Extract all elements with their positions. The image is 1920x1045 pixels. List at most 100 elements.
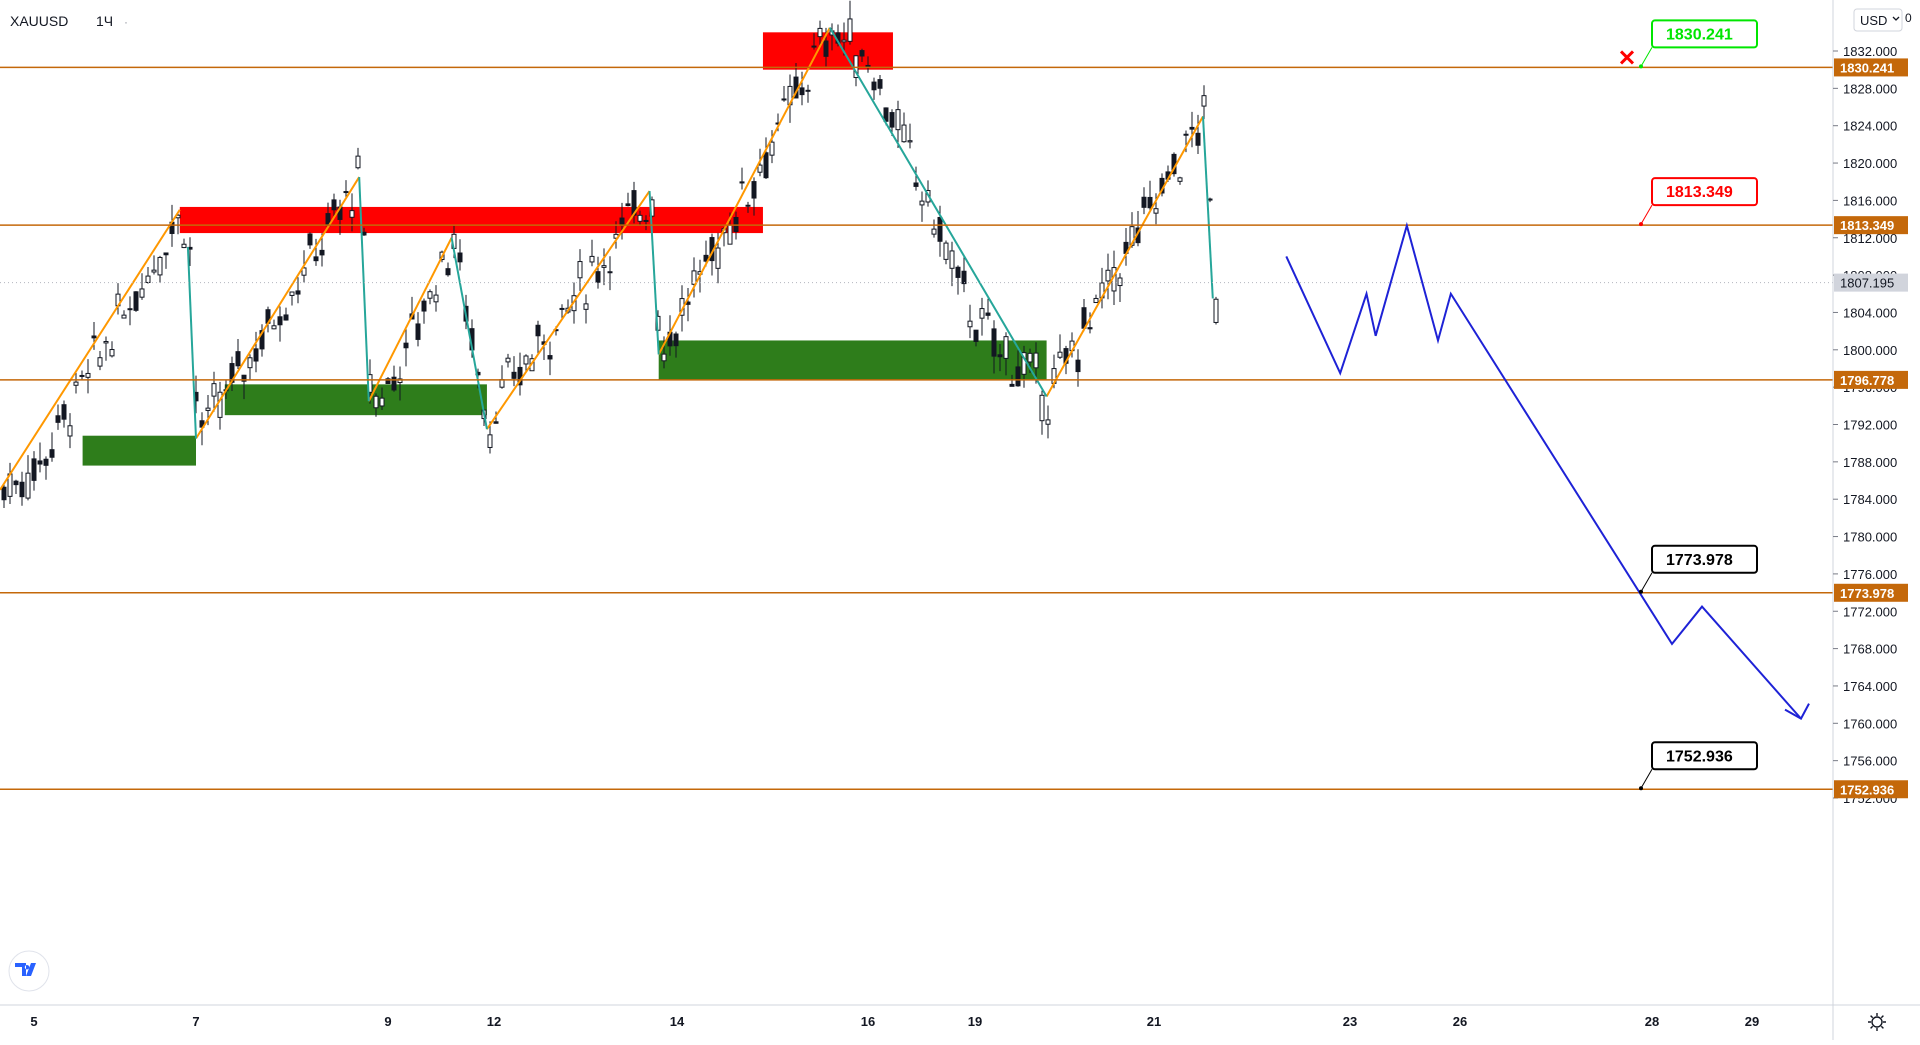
candle-body xyxy=(253,348,259,362)
forecast-layer xyxy=(1285,221,1810,721)
candle-body xyxy=(781,98,787,101)
candle-body xyxy=(397,378,403,384)
candle-body xyxy=(145,275,151,283)
level-price-tag: 1752.936 xyxy=(1834,780,1908,799)
candle-body xyxy=(949,250,955,269)
candle-body xyxy=(547,355,553,360)
candle-body xyxy=(841,39,847,43)
candle-body xyxy=(43,458,49,466)
x-tick-label: 23 xyxy=(1343,1014,1357,1029)
candle-body xyxy=(1213,298,1219,323)
impulse-down-leg xyxy=(648,191,660,355)
candle-body xyxy=(271,325,277,330)
candle-body xyxy=(139,288,145,298)
callout-label: 1752.936 xyxy=(1666,748,1733,765)
callout-anchor-dot xyxy=(1639,222,1643,227)
candle-body xyxy=(1153,208,1159,214)
y-tick-label: 1800.000 xyxy=(1843,343,1897,358)
candle-body xyxy=(499,379,505,388)
candle-body xyxy=(331,199,337,211)
candle-body xyxy=(85,372,91,378)
callout-pointer xyxy=(1640,204,1653,225)
candle-body xyxy=(457,252,463,263)
tradingview-logo[interactable] xyxy=(8,950,50,992)
level-callout: 1773.978 xyxy=(1639,544,1758,594)
x-tick-label: 12 xyxy=(487,1014,501,1029)
candle-body xyxy=(643,219,649,222)
gear-icon[interactable] xyxy=(1868,1013,1886,1031)
candle-body xyxy=(751,181,757,199)
candle-body xyxy=(373,395,379,409)
supply-zone xyxy=(179,206,763,234)
candle-body xyxy=(511,371,517,379)
last-price-tag: 1807.195 xyxy=(1834,273,1908,292)
candle-body xyxy=(823,40,829,57)
level-callout: 1813.349 xyxy=(1639,177,1758,227)
level-price-tag: 1830.241 xyxy=(1834,58,1908,77)
impulse-up-leg xyxy=(1045,115,1204,397)
callout-pointer xyxy=(1640,769,1653,789)
candle-body xyxy=(619,217,625,227)
callout-pointer xyxy=(1640,47,1653,67)
candle-body xyxy=(853,55,859,79)
candle-body xyxy=(127,308,133,311)
x-tick-label: 28 xyxy=(1645,1014,1659,1029)
candle-body xyxy=(19,481,25,498)
candle-body xyxy=(691,270,697,285)
impulse-down-leg xyxy=(358,177,370,402)
y-tick-label: 1804.000 xyxy=(1843,305,1897,320)
level-tag-label: 1752.936 xyxy=(1840,782,1894,797)
candle-body xyxy=(349,210,355,218)
level-tag-label: 1813.349 xyxy=(1840,218,1894,233)
candle-body xyxy=(319,249,325,256)
candle-body xyxy=(979,308,985,319)
candle-body xyxy=(931,228,937,235)
callout-box xyxy=(1651,544,1758,574)
candle-body xyxy=(1057,351,1063,358)
y-tick-label: 1824.000 xyxy=(1843,119,1897,134)
candle-body xyxy=(997,354,1003,358)
candle-body xyxy=(1093,297,1099,304)
impulse-down-leg xyxy=(1202,116,1214,299)
y-tick-label: 1756.000 xyxy=(1843,754,1897,769)
candle-body xyxy=(37,460,43,465)
candle-body xyxy=(1147,196,1153,209)
candle-body xyxy=(343,191,349,194)
y-tick-label: 1772.000 xyxy=(1843,604,1897,619)
y-tick-label: 1816.000 xyxy=(1843,193,1897,208)
x-tick-label: 26 xyxy=(1453,1014,1467,1029)
callouts-layer: 1830.241 1813.349 1773.978 1752.936 xyxy=(1619,19,1758,791)
currency-button-label: USD xyxy=(1860,13,1887,28)
demand-zone xyxy=(658,340,1047,380)
candle-body xyxy=(235,351,241,367)
time-axis-ticks[interactable]: 5 7 9 12 14 16 19 21 23 26 28 29 xyxy=(30,1014,1759,1029)
candle-body xyxy=(133,291,139,311)
candle-body xyxy=(799,87,805,96)
symbol-title[interactable]: XAUUSD xyxy=(10,13,68,29)
level-tag-label: 1830.241 xyxy=(1840,60,1894,75)
candle-body xyxy=(403,342,409,349)
header-dot: · xyxy=(124,15,128,29)
candle-body xyxy=(427,291,433,299)
price-axis-panel[interactable] xyxy=(1833,0,1920,1005)
impulse-up-leg xyxy=(367,237,453,402)
level-tag-bg xyxy=(1834,780,1908,799)
currency-button[interactable]: USD xyxy=(1853,8,1903,32)
candle-body xyxy=(811,45,817,48)
x-tick-label: 19 xyxy=(968,1014,982,1029)
candle-body xyxy=(1105,269,1111,282)
candle-body xyxy=(1033,352,1039,369)
candle-body xyxy=(1207,198,1213,201)
candle-body xyxy=(763,152,769,179)
y-tick-label: 1768.000 xyxy=(1843,642,1897,657)
impulse-down-leg xyxy=(450,237,488,430)
candle-body xyxy=(1201,95,1207,107)
level-callout: 1830.241 xyxy=(1639,19,1758,69)
interval-label[interactable]: 1Ч xyxy=(96,13,113,29)
forecast-arrow-head xyxy=(1784,703,1810,721)
candle-body xyxy=(121,314,127,319)
candle-body xyxy=(559,307,565,310)
candle-body xyxy=(379,397,385,407)
